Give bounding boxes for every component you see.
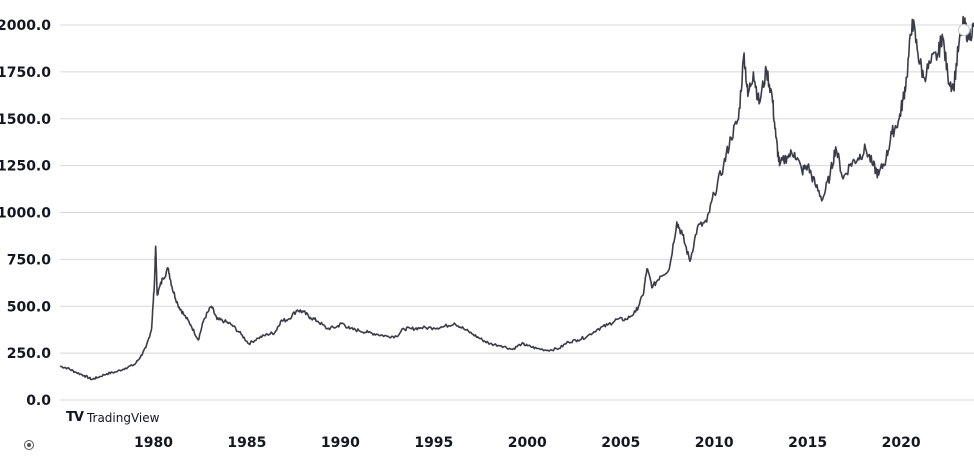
x-tick-label: 2000 bbox=[508, 435, 547, 451]
settings-icon[interactable] bbox=[24, 440, 34, 450]
y-tick-label: 1500.0 bbox=[0, 112, 51, 128]
x-tick-label: 1980 bbox=[134, 435, 173, 451]
y-tick-label: 750.0 bbox=[7, 252, 52, 268]
x-tick-label: 2010 bbox=[695, 435, 734, 451]
y-tick-label: 500.0 bbox=[7, 299, 52, 315]
grid-lines bbox=[60, 24, 974, 401]
last-price-marker-icon bbox=[958, 24, 970, 36]
y-tick-label: 1750.0 bbox=[0, 65, 51, 81]
x-tick-label: 1990 bbox=[321, 435, 360, 451]
price-series-line bbox=[59, 15, 974, 381]
x-tick-label: 2020 bbox=[882, 435, 921, 451]
y-tick-label: 1000.0 bbox=[0, 206, 51, 222]
tradingview-watermark[interactable]: TV TradingView bbox=[66, 410, 159, 425]
y-axis-labels: 0.0 250.0 500.0 750.0 1000.0 1250.0 1500.0 1750… bbox=[0, 18, 51, 409]
x-tick-label: 1995 bbox=[414, 435, 453, 451]
y-tick-label: 0.0 bbox=[26, 393, 51, 409]
tradingview-logo-icon: TV bbox=[66, 410, 84, 425]
y-tick-label: 1250.0 bbox=[0, 159, 51, 175]
x-tick-label: 1985 bbox=[227, 435, 266, 451]
x-axis-labels: 1980 1985 1990 1995 2000 2005 2010 2015 2020 bbox=[134, 435, 921, 451]
x-tick-label: 2005 bbox=[601, 435, 640, 451]
tradingview-brand-name: TradingView bbox=[86, 410, 160, 425]
y-tick-label: 250.0 bbox=[7, 346, 52, 362]
x-tick-label: 2015 bbox=[788, 435, 827, 451]
y-tick-label: 2000.0 bbox=[0, 18, 51, 34]
